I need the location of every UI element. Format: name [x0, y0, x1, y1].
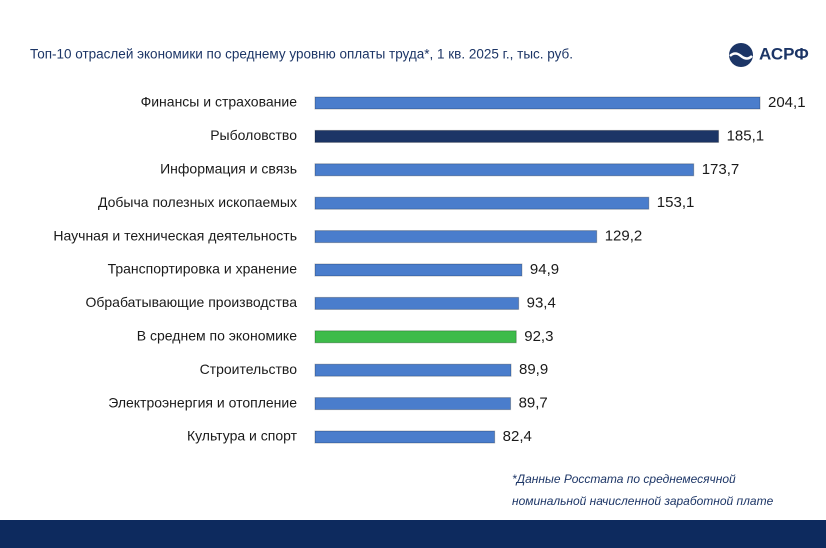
category-label: Транспортировка и хранение — [108, 261, 298, 277]
category-label: Культура и спорт — [187, 428, 298, 444]
bar — [314, 129, 720, 143]
bar — [314, 430, 496, 444]
logo-text: АСРФ — [759, 44, 809, 63]
value-label: 204,1 — [768, 94, 806, 111]
bar — [314, 230, 598, 244]
chart-title: Топ-10 отраслей экономики по среднему ур… — [30, 47, 573, 62]
bar — [314, 296, 520, 310]
category-label: Финансы и страхование — [141, 94, 298, 110]
bar — [314, 330, 517, 344]
category-label: В среднем по экономике — [137, 328, 297, 344]
value-label: 89,9 — [519, 361, 548, 378]
category-label: Строительство — [200, 361, 298, 377]
bar — [314, 363, 512, 377]
value-label: 92,3 — [524, 328, 553, 345]
bar — [314, 96, 761, 110]
logo-icon — [729, 43, 753, 67]
category-label: Добыча полезных ископаемых — [98, 194, 297, 210]
category-label: Обрабатывающие производства — [85, 294, 297, 310]
value-label: 94,9 — [530, 261, 559, 278]
category-label: Научная и техническая деятельность — [53, 227, 297, 243]
category-label: Информация и связь — [160, 161, 297, 177]
bar — [314, 397, 512, 411]
value-label: 153,1 — [657, 194, 695, 211]
value-label: 129,2 — [605, 228, 643, 245]
value-label: 82,4 — [503, 428, 532, 445]
footer-band — [0, 520, 826, 548]
value-label: 173,7 — [702, 161, 740, 178]
value-label: 93,4 — [527, 294, 556, 311]
footnote: номинальной начисленной заработной плате — [512, 494, 774, 508]
value-label: 89,7 — [519, 395, 548, 412]
bar — [314, 263, 523, 277]
value-label: 185,1 — [727, 127, 765, 144]
bar — [314, 196, 650, 210]
bar — [314, 163, 695, 177]
category-label: Рыболовство — [210, 127, 297, 143]
footnote: *Данные Росстата по среднемесячной — [512, 472, 736, 486]
category-label: Электроэнергия и отопление — [108, 394, 297, 410]
